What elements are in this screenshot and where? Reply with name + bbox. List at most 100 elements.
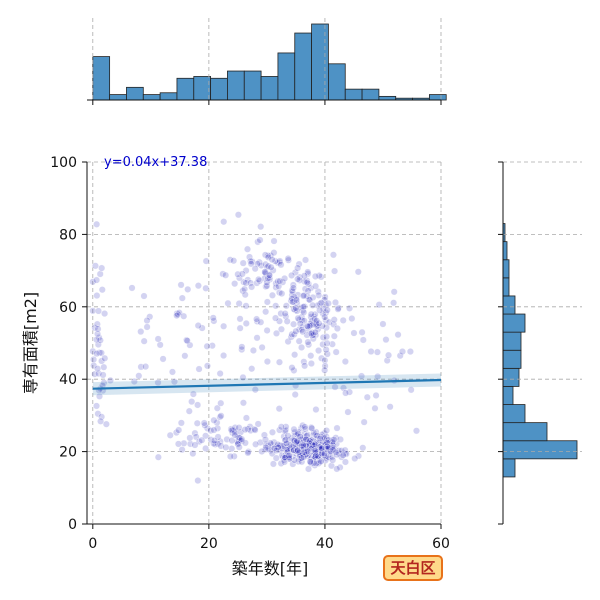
scatter-point bbox=[363, 393, 371, 401]
scatter-point bbox=[214, 433, 222, 441]
top-histogram-bar bbox=[92, 56, 111, 101]
top-histogram-bar bbox=[277, 52, 296, 101]
scatter-point bbox=[175, 426, 183, 434]
scatter-point bbox=[277, 310, 285, 318]
scatter-point bbox=[390, 299, 398, 307]
scatter-point bbox=[385, 351, 393, 359]
y-tick-label: 0 bbox=[68, 517, 77, 533]
scatter-point bbox=[278, 290, 286, 298]
scatter-point bbox=[358, 372, 366, 380]
scatter-point bbox=[289, 284, 297, 292]
scatter-point bbox=[251, 386, 259, 394]
scatter-point bbox=[263, 326, 271, 334]
scatter-point bbox=[183, 336, 191, 344]
scatter-point bbox=[257, 223, 265, 231]
scatter-point bbox=[253, 315, 261, 323]
scatter-point bbox=[191, 429, 199, 437]
scatter-point bbox=[260, 431, 268, 439]
x-tick-label: 0 bbox=[88, 536, 97, 552]
right-histogram-bar bbox=[502, 241, 508, 261]
scatter-point bbox=[256, 277, 264, 285]
scatter-point bbox=[272, 454, 280, 462]
scatter-point bbox=[336, 435, 344, 443]
scatter-point bbox=[184, 285, 192, 293]
scatter-point bbox=[299, 292, 307, 300]
scatter-point bbox=[177, 281, 185, 289]
scatter-point bbox=[292, 327, 300, 335]
scatter-point bbox=[309, 301, 317, 309]
scatter-point bbox=[135, 372, 143, 380]
scatter-point bbox=[305, 280, 313, 288]
scatter-point bbox=[208, 342, 216, 350]
scatter-point bbox=[308, 424, 316, 432]
top-histogram-bar bbox=[126, 86, 144, 101]
scatter-point bbox=[406, 348, 414, 356]
scatter-point bbox=[235, 443, 243, 451]
scatter-point bbox=[323, 350, 331, 358]
scatter-point bbox=[323, 306, 331, 314]
scatter-point bbox=[346, 304, 354, 312]
scatter-point bbox=[315, 319, 323, 327]
scatter-point bbox=[335, 304, 343, 312]
scatter-point bbox=[294, 275, 302, 283]
scatter-point bbox=[258, 447, 266, 455]
scatter-point bbox=[235, 300, 243, 308]
scatter-point bbox=[189, 390, 197, 398]
scatter-point bbox=[306, 437, 314, 445]
scatter-point bbox=[96, 336, 104, 344]
scatter-point bbox=[94, 307, 102, 315]
scatter-point bbox=[254, 238, 262, 246]
scatter-point bbox=[241, 291, 249, 299]
scatter-point bbox=[280, 458, 288, 466]
scatter-point bbox=[276, 426, 284, 434]
y-tick-label: 40 bbox=[59, 372, 77, 388]
scatter-point bbox=[154, 379, 162, 387]
scatter-point bbox=[239, 373, 247, 381]
scatter-point bbox=[106, 376, 114, 384]
scatter-point bbox=[306, 458, 314, 466]
scatter-point bbox=[156, 341, 164, 349]
scatter-point bbox=[299, 303, 307, 311]
scatter-point bbox=[143, 317, 151, 325]
scatter-point bbox=[298, 454, 306, 462]
scatter-point bbox=[101, 310, 109, 318]
scatter-point bbox=[296, 320, 304, 328]
scatter-point bbox=[210, 426, 218, 434]
scatter-point bbox=[222, 443, 230, 451]
scatter-point bbox=[254, 420, 262, 428]
scatter-point bbox=[140, 292, 148, 300]
scatter-point bbox=[272, 302, 280, 310]
scatter-point bbox=[295, 337, 303, 345]
scatter-point bbox=[318, 354, 326, 362]
scatter-point bbox=[276, 277, 284, 285]
scatter-point bbox=[261, 268, 269, 276]
scatter-point bbox=[323, 427, 331, 435]
regression-equation-label: y=0.04x+37.38 bbox=[104, 155, 207, 170]
scatter-point bbox=[248, 365, 256, 373]
scatter-point bbox=[285, 452, 293, 460]
right-histogram-bar bbox=[502, 331, 522, 351]
right-histogram-bar bbox=[502, 313, 526, 333]
scatter-point bbox=[298, 343, 306, 351]
scatter-point bbox=[267, 263, 275, 271]
scatter-point bbox=[128, 284, 136, 292]
scatter-point bbox=[304, 270, 312, 278]
scatter-point bbox=[269, 460, 277, 468]
scatter-point bbox=[98, 286, 106, 294]
scatter-point bbox=[275, 358, 283, 366]
scatter-point bbox=[91, 262, 99, 270]
scatter-point bbox=[322, 346, 330, 354]
scatter-point bbox=[386, 403, 394, 411]
scatter-point bbox=[94, 325, 102, 333]
top-histogram-bar bbox=[378, 95, 397, 101]
scatter-point bbox=[371, 404, 379, 412]
scatter-point bbox=[373, 348, 381, 356]
scatter-point bbox=[283, 439, 291, 447]
scatter-point bbox=[289, 281, 297, 289]
scatter-point bbox=[216, 413, 224, 421]
scatter-point bbox=[214, 424, 222, 432]
scatter-point bbox=[311, 449, 319, 457]
right-histogram-bar bbox=[502, 386, 514, 405]
scatter-point bbox=[194, 322, 202, 330]
scatter-point bbox=[382, 336, 390, 344]
